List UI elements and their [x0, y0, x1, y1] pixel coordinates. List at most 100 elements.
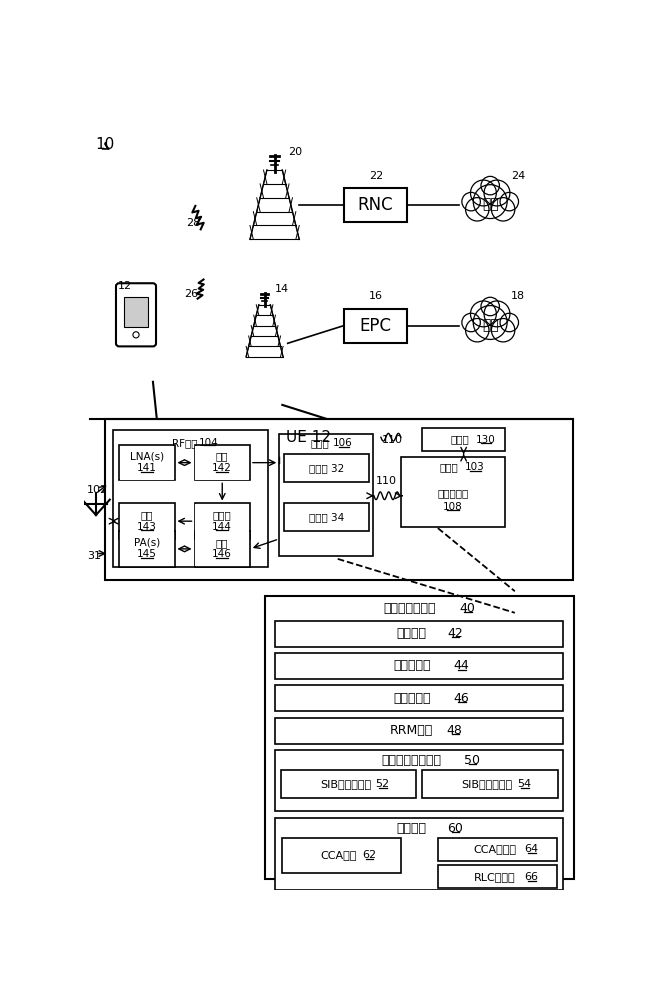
- Circle shape: [500, 192, 518, 211]
- Circle shape: [466, 198, 489, 221]
- Text: 42: 42: [447, 627, 462, 640]
- Text: 62: 62: [362, 850, 376, 860]
- Text: 发送组件: 发送组件: [397, 822, 426, 835]
- Text: 16: 16: [369, 291, 383, 301]
- Circle shape: [491, 198, 515, 221]
- Text: 测量组件: 测量组件: [397, 627, 426, 640]
- Text: 存储器: 存储器: [451, 435, 469, 445]
- Bar: [119, 503, 174, 539]
- Bar: [276, 620, 564, 647]
- Bar: [195, 531, 250, 567]
- Text: 14: 14: [275, 284, 289, 294]
- Text: 103: 103: [464, 462, 484, 472]
- Text: 发射机 34: 发射机 34: [308, 512, 344, 522]
- Circle shape: [473, 185, 507, 219]
- Text: UE 12: UE 12: [286, 430, 331, 445]
- Text: 66: 66: [524, 872, 539, 882]
- Text: RF前端: RF前端: [172, 438, 197, 448]
- Text: 开关: 开关: [216, 451, 228, 461]
- Text: 处理器: 处理器: [440, 462, 459, 472]
- Text: 145: 145: [137, 549, 157, 559]
- Text: 值计算组件: 值计算组件: [393, 692, 430, 705]
- Text: 104: 104: [199, 438, 219, 448]
- Bar: [438, 865, 557, 888]
- Bar: [276, 718, 564, 744]
- Text: 110: 110: [382, 435, 403, 445]
- Text: SIB失败计数器: SIB失败计数器: [462, 779, 513, 789]
- Bar: [124, 297, 148, 327]
- Circle shape: [473, 306, 507, 339]
- Text: 开关: 开关: [140, 510, 153, 520]
- Text: 28: 28: [186, 218, 200, 228]
- Text: RNC: RNC: [358, 196, 394, 214]
- Bar: [276, 685, 564, 711]
- Text: CCA组件: CCA组件: [320, 850, 356, 860]
- Text: 31: 31: [87, 551, 102, 561]
- Circle shape: [484, 180, 510, 206]
- Text: 接收机 32: 接收机 32: [308, 463, 344, 473]
- Bar: [279, 434, 373, 556]
- Bar: [105, 419, 573, 580]
- Bar: [401, 457, 505, 527]
- Text: 102: 102: [87, 485, 108, 495]
- Bar: [422, 428, 505, 451]
- Text: CCA定时器: CCA定时器: [473, 844, 516, 854]
- Text: 44: 44: [453, 659, 469, 672]
- Bar: [281, 770, 417, 798]
- Text: 48: 48: [447, 724, 462, 737]
- Circle shape: [481, 176, 499, 195]
- Text: 40: 40: [459, 602, 475, 615]
- Circle shape: [466, 319, 489, 342]
- Text: 141: 141: [137, 463, 157, 473]
- Bar: [113, 430, 268, 567]
- Text: 12: 12: [117, 281, 132, 291]
- Bar: [344, 188, 407, 222]
- Bar: [195, 532, 249, 566]
- Text: 64: 64: [524, 844, 539, 854]
- Circle shape: [484, 301, 510, 327]
- Text: 滤波器: 滤波器: [213, 510, 232, 520]
- Bar: [120, 446, 174, 480]
- Bar: [119, 531, 174, 567]
- Bar: [195, 504, 249, 538]
- Text: 18: 18: [511, 291, 525, 301]
- Text: 106: 106: [333, 438, 353, 448]
- Bar: [195, 503, 250, 539]
- Text: RRM组件: RRM组件: [390, 724, 433, 737]
- Text: EPC: EPC: [359, 317, 392, 335]
- Text: RLC定时器: RLC定时器: [474, 872, 516, 882]
- Text: 调制解调器: 调制解调器: [438, 488, 468, 498]
- Bar: [119, 445, 174, 480]
- Bar: [276, 750, 564, 811]
- Circle shape: [481, 297, 499, 316]
- Circle shape: [470, 301, 497, 327]
- Bar: [120, 532, 174, 566]
- Bar: [264, 596, 574, 879]
- Text: 54: 54: [517, 779, 531, 789]
- Text: 网络: 网络: [482, 319, 499, 333]
- Text: 子帧分类器: 子帧分类器: [393, 659, 430, 672]
- Circle shape: [133, 332, 139, 338]
- Text: 146: 146: [213, 549, 232, 559]
- Text: 26: 26: [184, 289, 199, 299]
- Text: 24: 24: [511, 171, 525, 181]
- Circle shape: [462, 313, 480, 332]
- Text: 无线链路监测组件: 无线链路监测组件: [382, 754, 441, 767]
- Text: 144: 144: [213, 522, 232, 532]
- Text: 142: 142: [213, 463, 232, 473]
- Text: 46: 46: [453, 692, 469, 705]
- Circle shape: [491, 319, 515, 342]
- FancyBboxPatch shape: [116, 283, 156, 346]
- Bar: [120, 504, 174, 538]
- Bar: [284, 454, 369, 482]
- Bar: [276, 818, 564, 890]
- Text: LNA(s): LNA(s): [130, 451, 164, 461]
- Text: 50: 50: [464, 754, 480, 767]
- Text: 20: 20: [288, 147, 302, 157]
- Text: 调制解调器组件: 调制解调器组件: [384, 602, 436, 615]
- Text: SIB成功计数器: SIB成功计数器: [320, 779, 371, 789]
- Bar: [195, 445, 250, 480]
- Text: 60: 60: [447, 822, 462, 835]
- Circle shape: [462, 192, 480, 211]
- Text: 108: 108: [443, 502, 462, 512]
